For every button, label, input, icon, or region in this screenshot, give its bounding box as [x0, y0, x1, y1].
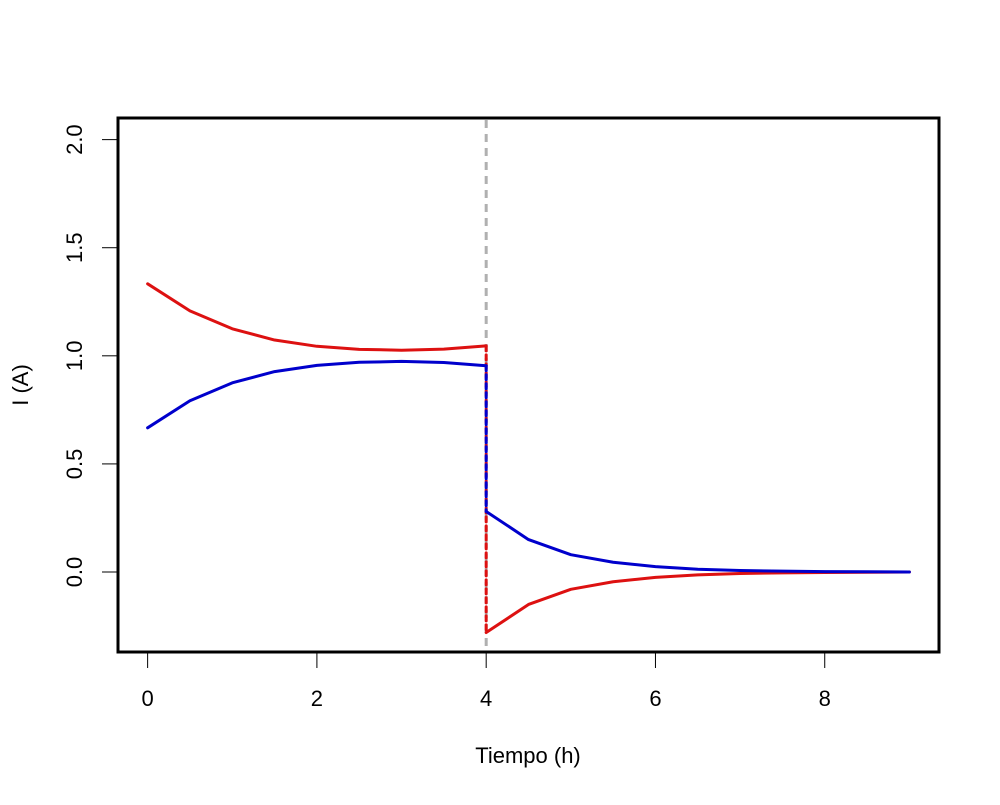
y-tick-label: 1.5 [62, 232, 87, 263]
y-tick-label: 1.0 [62, 341, 87, 372]
x-tick-label: 4 [480, 686, 492, 711]
plot-frame [116, 116, 941, 654]
series-layer [146, 282, 911, 635]
x-tick-label: 0 [141, 686, 153, 711]
x-tick-label: 2 [311, 686, 323, 711]
x-tick-label: 8 [819, 686, 831, 711]
series-1 [146, 282, 911, 635]
series-1-segment-1 [146, 282, 488, 352]
y-axis-label: I (A) [8, 364, 33, 406]
x-axis-label: Tiempo (h) [475, 743, 581, 768]
series-2-segment-1 [146, 359, 488, 430]
y-tick-label: 0.0 [62, 557, 87, 588]
y-tick-label: 0.5 [62, 449, 87, 480]
x-tick-label: 6 [649, 686, 661, 711]
y-axis: 0.0 0.5 1.0 1.5 2.0 [62, 124, 119, 588]
x-axis: 0 2 4 6 8 [141, 651, 831, 711]
series-2-segment-3 [484, 509, 911, 574]
y-tick-label: 2.0 [62, 124, 87, 155]
series-1-segment-3 [484, 570, 911, 635]
series-2 [146, 359, 911, 574]
